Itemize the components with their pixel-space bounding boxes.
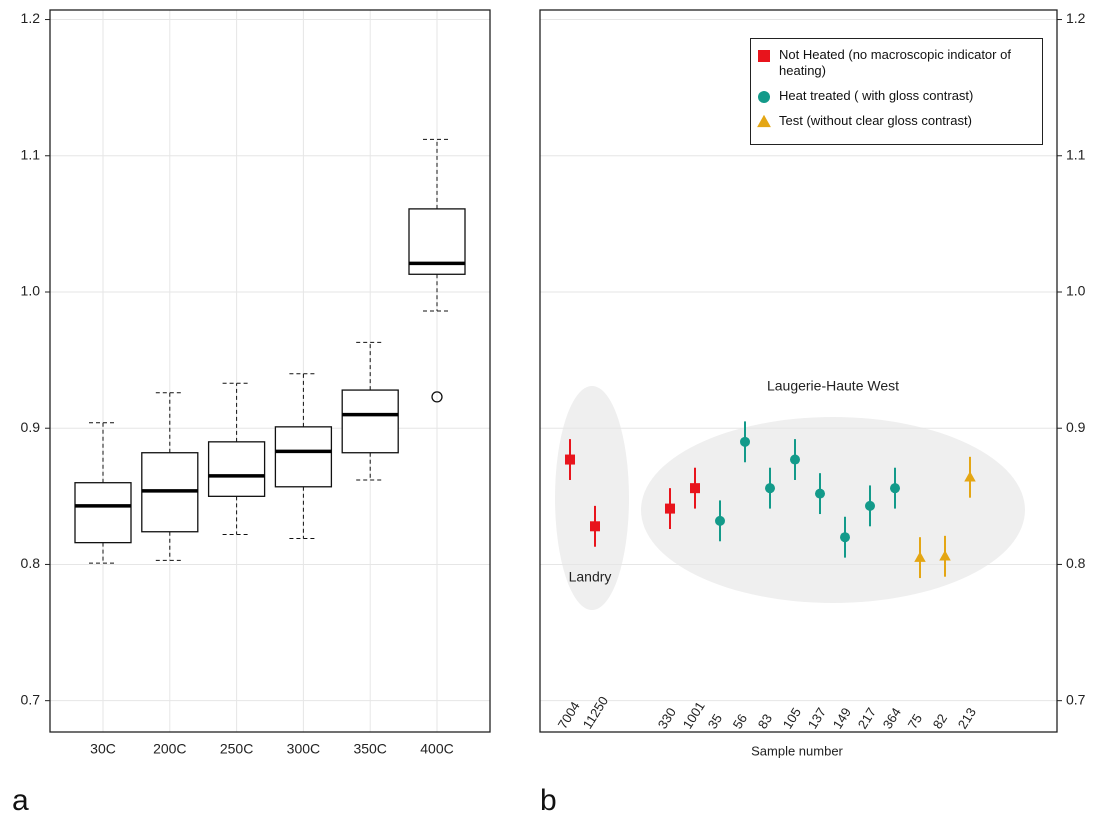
x-tick-label: 213 [955, 705, 979, 731]
x-tick-label: 56 [730, 711, 750, 731]
plot-frame [49, 9, 491, 733]
legend-item: Test (without clear gloss contrast) [757, 113, 1036, 129]
annotation: Landry [569, 569, 612, 585]
marker [690, 483, 700, 494]
legend-label: Not Heated (no macroscopic indicator of … [779, 47, 1011, 78]
y-tick-label: 1.0 [1066, 283, 1086, 299]
x-tick-label: 330 [655, 705, 679, 731]
legend-label: Test (without clear gloss contrast) [779, 113, 972, 128]
x-tick-label: 7004 [555, 699, 583, 731]
marker [865, 500, 875, 511]
marker [740, 436, 750, 447]
box [341, 389, 399, 454]
marker [964, 471, 976, 482]
legend-swatch [758, 50, 770, 62]
whisker-low [289, 486, 318, 540]
group-ellipse [641, 417, 1025, 603]
x-tick-label: 149 [830, 705, 854, 731]
whisker-low [356, 452, 385, 481]
marker [890, 483, 900, 494]
whisker-low [89, 542, 117, 564]
legend-label: Heat treated ( with gloss contrast) [779, 88, 974, 103]
y-tick-label: 0.9 [21, 419, 41, 435]
x-tick-label: 30C [90, 741, 116, 757]
legend-swatch [758, 91, 770, 103]
y-tick-label: 0.8 [21, 555, 41, 571]
y-tick-label: 0.9 [1066, 419, 1086, 435]
outlier [431, 391, 443, 403]
y-tick-label: 1.0 [21, 283, 41, 299]
marker [914, 551, 926, 562]
panel-label: a [12, 784, 29, 817]
y-tick-label: 0.7 [1066, 691, 1086, 707]
whisker-low [222, 496, 251, 535]
whisker-low [155, 531, 184, 561]
whisker-high [89, 422, 117, 483]
x-tick-label: 105 [780, 705, 804, 731]
whisker-high [289, 373, 318, 427]
x-tick-label: 137 [805, 705, 829, 731]
panel-label: b [540, 784, 557, 817]
marker [665, 503, 675, 514]
x-tick-label: 11250 [580, 694, 611, 732]
marker [840, 532, 850, 543]
x-tick-label: 200C [153, 741, 186, 757]
marker [590, 521, 600, 532]
y-tick-label: 1.2 [1066, 10, 1086, 26]
box [274, 426, 333, 488]
marker [565, 454, 575, 465]
group-ellipse [555, 386, 629, 610]
x-tick-label: 300C [287, 741, 320, 757]
marker [939, 550, 951, 561]
x-tick-label: 83 [755, 711, 775, 731]
whisker-high [423, 138, 451, 209]
legend-item: Not Heated (no macroscopic indicator of … [757, 47, 1036, 79]
marker [757, 115, 771, 128]
x-tick-label: 217 [855, 705, 879, 731]
x-tick-label: 82 [930, 711, 950, 731]
marker [815, 488, 825, 499]
y-tick-label: 1.1 [1066, 146, 1086, 162]
y-tick-label: 0.8 [1066, 555, 1086, 571]
marker [758, 50, 770, 62]
x-axis-label: Sample number [751, 743, 843, 758]
plot-frame [539, 9, 1058, 733]
marker [758, 91, 770, 103]
x-tick-label: 35 [705, 711, 725, 731]
box [207, 441, 266, 497]
marker [765, 483, 775, 494]
y-tick-label: 1.2 [21, 10, 41, 26]
legend-item: Heat treated ( with gloss contrast) [757, 88, 1036, 104]
whisker-high [356, 341, 385, 391]
marker [715, 515, 725, 526]
annotation: Laugerie-Haute West [767, 378, 899, 394]
legend-swatch [757, 115, 771, 128]
marker [790, 454, 800, 465]
whisker-low [423, 274, 451, 312]
y-tick-label: 0.7 [21, 691, 41, 707]
x-tick-label: 1001 [680, 699, 708, 731]
box [74, 482, 132, 544]
whisker-high [155, 392, 184, 453]
x-tick-label: 75 [905, 711, 925, 731]
x-tick-label: 250C [220, 741, 253, 757]
x-tick-label: 364 [880, 705, 904, 731]
x-tick-label: 400C [420, 741, 453, 757]
x-tick-label: 350C [353, 741, 386, 757]
y-tick-label: 1.1 [21, 146, 41, 162]
whisker-high [222, 382, 251, 442]
legend: Not Heated (no macroscopic indicator of … [750, 38, 1043, 145]
